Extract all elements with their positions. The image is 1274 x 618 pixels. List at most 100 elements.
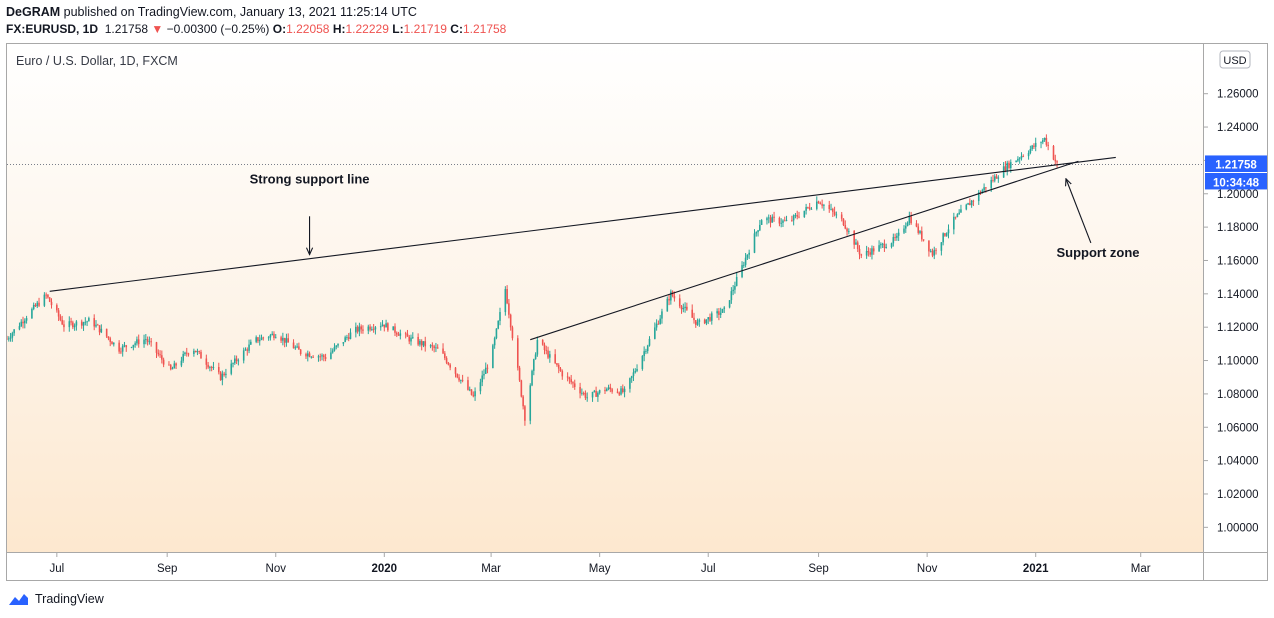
candle-body <box>648 338 651 346</box>
candle-body <box>568 377 571 380</box>
candle-body <box>821 204 823 206</box>
time-tick-label: May <box>589 563 611 575</box>
candle-body <box>271 333 273 336</box>
candle-body <box>536 339 539 355</box>
candle-body <box>72 322 74 328</box>
candle-body <box>778 217 781 224</box>
candle-body <box>111 341 113 345</box>
candle-body <box>36 302 39 307</box>
candle-body <box>673 296 676 299</box>
candle-body <box>283 337 286 343</box>
candle-body <box>634 370 637 373</box>
candle-body <box>296 346 298 348</box>
last-price-tag: 1.21758 10:34:48 <box>1205 155 1267 190</box>
candle-body <box>743 264 745 266</box>
currency-badge[interactable]: USD <box>1219 50 1251 69</box>
candle-body <box>369 326 371 330</box>
candle-body <box>860 254 863 256</box>
candle-body <box>792 215 795 221</box>
candle-body <box>960 209 962 213</box>
candle-body <box>611 389 613 392</box>
annotations: Strong support line Support zone <box>250 171 1140 260</box>
candle-body <box>718 311 720 315</box>
candle-body <box>358 326 361 332</box>
candle-body <box>581 392 583 394</box>
candle-body <box>584 393 587 398</box>
candle-body <box>207 364 209 368</box>
candle-body <box>529 385 532 421</box>
candle-body <box>878 245 880 252</box>
candle-body <box>445 358 448 363</box>
candle-body <box>556 363 558 365</box>
candle-body <box>410 337 412 342</box>
candle-body <box>819 203 822 205</box>
candle-body <box>123 345 126 347</box>
candle-body <box>162 359 165 365</box>
price-tick-label: 1.24000 <box>1217 122 1259 134</box>
time-tick-labels: Jul Sep Nov 2020 Mar May Jul Sep Nov 2021 Mar <box>49 552 1151 575</box>
candle-body <box>579 387 581 394</box>
candle-body <box>280 337 282 341</box>
candle-body <box>171 368 174 370</box>
candle-body <box>815 201 818 209</box>
candle-body <box>582 392 585 394</box>
candle-body <box>367 326 370 331</box>
time-tick-label: Mar <box>481 563 501 575</box>
candle-body <box>559 368 562 372</box>
candle-body <box>411 336 414 338</box>
chart-frame: Euro / U.S. Dollar, 1D, FXCM 1.00000 1.02… <box>6 43 1268 581</box>
candle-body <box>855 242 857 245</box>
candle-body <box>63 324 65 328</box>
candle-body <box>305 353 307 357</box>
last-price-label: 1.21758 <box>1215 159 1257 171</box>
candle-body <box>769 217 772 223</box>
candle-body <box>766 218 768 221</box>
candle-body <box>760 220 763 225</box>
candle-body <box>853 230 855 245</box>
candle-body <box>495 328 498 339</box>
candle-body <box>1015 160 1017 163</box>
candle-body <box>134 343 136 345</box>
candle-body <box>148 341 151 343</box>
candle-body <box>604 390 606 392</box>
candle-body <box>372 329 375 331</box>
candle-body <box>1008 162 1010 168</box>
candle-body <box>703 319 706 324</box>
candle-body <box>223 373 225 375</box>
candle-body <box>570 379 572 383</box>
price-chart[interactable]: Euro / U.S. Dollar, 1D, FXCM 1.00000 1.02… <box>6 44 1267 580</box>
candle-body <box>719 312 722 315</box>
candle-body <box>193 350 195 354</box>
candle-body <box>593 390 596 392</box>
candle-body <box>904 226 907 229</box>
candle-body <box>50 301 53 306</box>
candle-body <box>958 212 960 215</box>
candle-body <box>678 298 681 307</box>
candle-body <box>257 337 259 342</box>
candle-body <box>454 367 457 374</box>
price-tick-label: 1.20000 <box>1217 189 1259 201</box>
candle-body <box>1052 145 1055 160</box>
time-tick-label: Nov <box>266 563 287 575</box>
candle-body <box>232 363 234 364</box>
candle-body <box>306 353 309 357</box>
candle-body <box>707 317 710 320</box>
candle-body <box>242 350 245 361</box>
tradingview-logo[interactable]: TradingView <box>6 592 104 606</box>
candle-body <box>561 371 564 377</box>
candle-body <box>753 233 756 253</box>
candle-body <box>96 324 99 326</box>
candle-body <box>48 297 51 302</box>
candle-body <box>620 388 622 395</box>
candle-body <box>709 317 711 321</box>
candle-body <box>93 318 96 327</box>
candle-body <box>835 214 838 216</box>
candle-body <box>299 349 302 354</box>
candle-body <box>846 228 848 232</box>
candle-body <box>807 207 809 208</box>
candle-body <box>659 318 661 325</box>
candle-body <box>872 248 875 252</box>
candle-body <box>947 229 950 234</box>
candle-body <box>244 349 247 351</box>
author-name[interactable]: DeGRAM <box>6 5 61 19</box>
